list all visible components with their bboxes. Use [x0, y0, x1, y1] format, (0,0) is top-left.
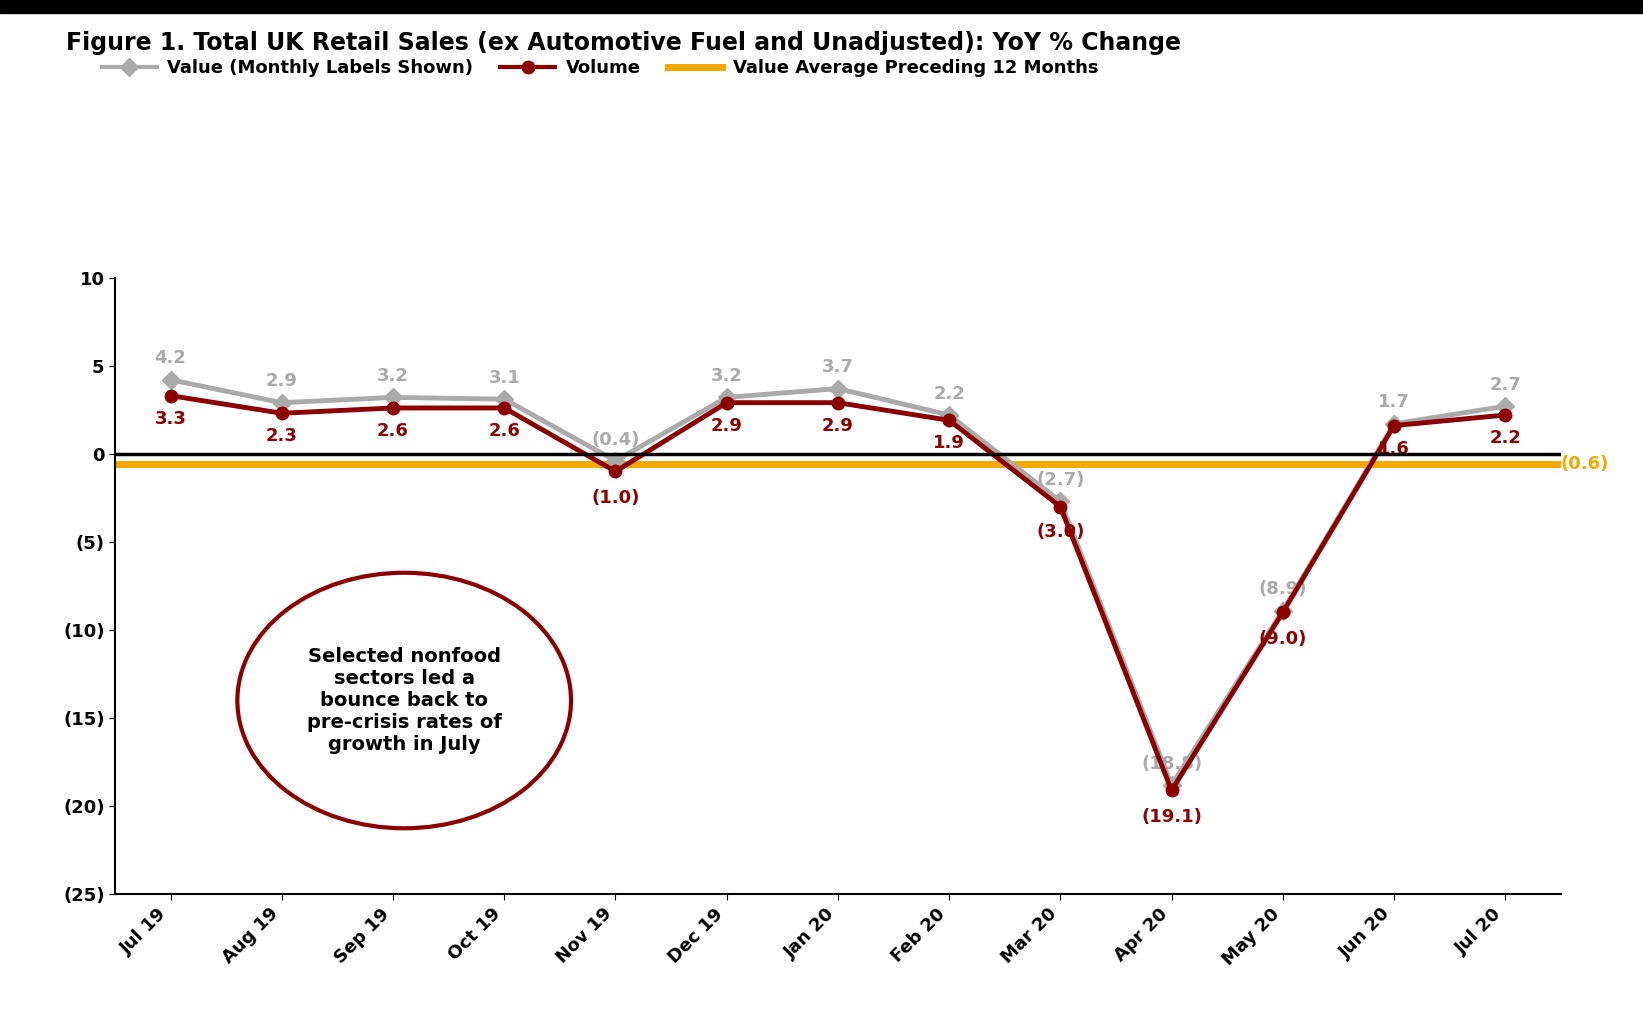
- Text: (2.7): (2.7): [1037, 471, 1084, 489]
- Volume: [606, 466, 626, 478]
- Volume: [1273, 607, 1293, 619]
- Text: 2.2: 2.2: [933, 384, 964, 403]
- Volume: [1383, 419, 1403, 432]
- Value (Monthly Labels Shown): [940, 409, 960, 421]
- Text: 3.2: 3.2: [378, 367, 409, 386]
- Value (Monthly Labels Shown): [495, 393, 514, 405]
- Text: (0.6): (0.6): [1561, 455, 1608, 473]
- Line: Volume: Volume: [164, 390, 1512, 797]
- Text: 2.3: 2.3: [266, 428, 297, 445]
- Line: Value (Monthly Labels Shown): Value (Monthly Labels Shown): [164, 373, 1512, 792]
- Value (Monthly Labels Shown): [1162, 779, 1181, 792]
- Value Average Preceding 12 Months: [273, 458, 292, 471]
- Text: (8.9): (8.9): [1259, 580, 1308, 598]
- Text: (0.4): (0.4): [591, 431, 639, 448]
- Text: 3.1: 3.1: [488, 369, 521, 387]
- Value Average Preceding 12 Months: [161, 458, 181, 471]
- Text: (9.0): (9.0): [1259, 630, 1306, 648]
- Value (Monthly Labels Shown): [1273, 604, 1293, 617]
- Text: (3.0): (3.0): [1037, 522, 1084, 541]
- Text: (1.0): (1.0): [591, 489, 639, 507]
- Volume: [273, 407, 292, 419]
- Value (Monthly Labels Shown): [1495, 400, 1515, 412]
- Text: Figure 1. Total UK Retail Sales (ex Automotive Fuel and Unadjusted): YoY % Chang: Figure 1. Total UK Retail Sales (ex Auto…: [66, 31, 1181, 54]
- Text: 2.2: 2.2: [1489, 429, 1521, 447]
- Volume: [828, 397, 848, 409]
- Text: Selected nonfood
sectors led a
bounce back to
pre-crisis rates of
growth in July: Selected nonfood sectors led a bounce ba…: [307, 647, 501, 754]
- Text: 2.9: 2.9: [266, 372, 297, 391]
- Text: 2.6: 2.6: [488, 423, 521, 440]
- Value (Monthly Labels Shown): [161, 373, 181, 386]
- Text: 3.3: 3.3: [154, 410, 187, 428]
- Volume: [495, 402, 514, 414]
- Text: 2.9: 2.9: [711, 416, 743, 435]
- Text: 2.9: 2.9: [822, 416, 854, 435]
- Text: 2.6: 2.6: [378, 423, 409, 440]
- Volume: [716, 397, 736, 409]
- Value (Monthly Labels Shown): [1050, 495, 1070, 508]
- Text: (18.8): (18.8): [1140, 755, 1203, 773]
- Value (Monthly Labels Shown): [1383, 417, 1403, 430]
- Text: 1.9: 1.9: [933, 435, 964, 452]
- Value (Monthly Labels Shown): [828, 382, 848, 395]
- Value (Monthly Labels Shown): [383, 392, 403, 404]
- Text: 3.7: 3.7: [822, 358, 854, 376]
- Volume: [383, 402, 403, 414]
- Text: 4.2: 4.2: [154, 350, 187, 367]
- Text: 3.2: 3.2: [711, 367, 743, 386]
- Text: 1.7: 1.7: [1378, 394, 1410, 411]
- Legend: Value (Monthly Labels Shown), Volume, Value Average Preceding 12 Months: Value (Monthly Labels Shown), Volume, Va…: [95, 52, 1106, 84]
- Text: 2.7: 2.7: [1489, 376, 1521, 394]
- Volume: [161, 390, 181, 402]
- Volume: [1050, 501, 1070, 513]
- Volume: [1495, 409, 1515, 421]
- Value (Monthly Labels Shown): [273, 397, 292, 409]
- Volume: [940, 414, 960, 427]
- Volume: [1162, 784, 1181, 797]
- Value (Monthly Labels Shown): [606, 454, 626, 467]
- Value (Monthly Labels Shown): [716, 392, 736, 404]
- Text: (19.1): (19.1): [1142, 808, 1203, 827]
- Text: 1.6: 1.6: [1378, 440, 1410, 457]
